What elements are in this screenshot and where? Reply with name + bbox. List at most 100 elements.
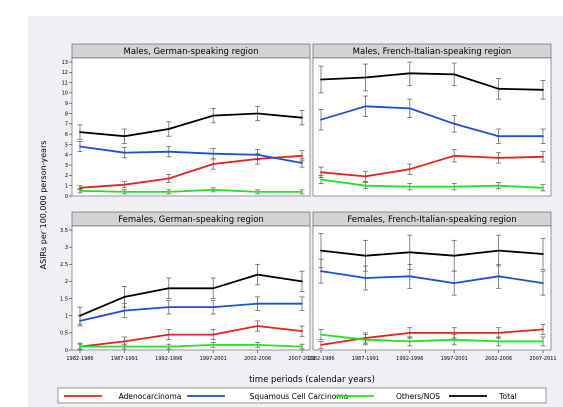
y-tick-label: 12: [62, 70, 68, 76]
data-point: [497, 340, 500, 343]
legend-label: Others/NOS: [396, 392, 440, 401]
plot-area: [312, 225, 552, 351]
series-line-squamous-cell-carcinoma: [320, 105, 543, 138]
data-point: [320, 270, 322, 273]
data-point: [79, 189, 81, 192]
data-point: [79, 345, 81, 348]
x-tick-label: 1997-2001: [200, 356, 227, 362]
data-point: [408, 340, 411, 343]
legend: Adenocarcinoma Squamous Cell Carcinoma Oth…: [57, 387, 547, 404]
series-line-total: [79, 112, 303, 138]
series-line-adenocarcinoma: [320, 154, 544, 178]
data-point: [542, 135, 544, 138]
series-others-nos: [77, 342, 305, 350]
x-tick-label: 2002-2006: [244, 356, 271, 362]
y-tick-label: 10: [62, 91, 68, 97]
y-tick-label: 0: [65, 194, 68, 200]
data-point: [79, 186, 81, 189]
data-point: [167, 177, 170, 180]
data-point: [364, 184, 367, 187]
data-point: [364, 277, 367, 279]
panels: Males, German-speaking region01234567891…: [60, 43, 557, 362]
data-point: [123, 340, 126, 343]
data-point: [364, 175, 367, 178]
data-point: [212, 287, 215, 290]
panel-2: Males, French-Italian-speaking region: [312, 43, 552, 197]
panel-1: Males, German-speaking region01234567891…: [62, 43, 311, 200]
x-tick-label: 1982-1986: [307, 356, 334, 362]
y-tick-label: 2.5: [60, 262, 68, 268]
y-tick-label: 9: [65, 101, 68, 107]
series-adenocarcinoma: [318, 149, 546, 182]
y-tick-label: 0: [65, 348, 68, 354]
y-tick-label: 8: [65, 111, 68, 117]
data-point: [320, 249, 322, 252]
data-point: [79, 131, 81, 133]
panel-3: Females, German-speaking region 0 0.5 1 1.5 2…: [60, 211, 316, 362]
x-tick-label: 1987-1991: [111, 356, 138, 362]
data-point: [167, 345, 170, 348]
data-point: [497, 184, 500, 187]
data-point: [453, 122, 456, 125]
data-point: [301, 154, 303, 157]
legend-item-adenocarcinoma: Adenocarcinoma: [64, 392, 181, 401]
legend-label: Total: [498, 392, 517, 401]
panel-title: Males, German-speaking region: [124, 47, 259, 57]
data-point: [256, 273, 259, 276]
panel-title: Females, German-speaking region: [118, 215, 264, 225]
legend-box: [57, 387, 547, 404]
data-point: [497, 275, 500, 278]
y-tick-label: 5: [65, 142, 68, 148]
data-point: [320, 343, 322, 346]
data-point: [79, 314, 81, 317]
series-adenocarcinoma: [77, 150, 305, 191]
data-point: [123, 183, 126, 186]
data-point: [212, 152, 215, 155]
data-point: [123, 295, 126, 298]
data-point: [453, 331, 456, 334]
data-point: [301, 345, 303, 348]
series-line-total: [320, 249, 544, 257]
y-tick-label: 3: [65, 163, 68, 169]
data-point: [453, 154, 456, 157]
data-point: [167, 287, 170, 290]
data-point: [167, 333, 170, 336]
legend-item-total: Total: [449, 392, 517, 401]
series-line-squamous-cell-carcinoma: [79, 302, 302, 322]
data-point: [79, 145, 81, 148]
data-point: [453, 338, 456, 341]
x-tick-label: 1982-1986: [66, 356, 93, 362]
series-line-others-nos: [79, 188, 302, 193]
x-tick-label: 1997-2001: [441, 356, 468, 362]
data-point: [364, 254, 367, 257]
data-point: [320, 333, 322, 336]
series-total: [77, 105, 305, 144]
data-point: [453, 73, 456, 76]
legend-label: Adenocarcinoma: [119, 392, 182, 401]
legend-item-others-nos: Others/NOS: [336, 392, 440, 401]
data-point: [542, 88, 544, 91]
data-point: [256, 343, 259, 346]
series-others-nos: [318, 175, 546, 192]
x-tick-label: 1987-1991: [352, 356, 379, 362]
data-point: [320, 118, 322, 121]
data-point: [453, 254, 456, 257]
y-tick-label: 2: [65, 173, 68, 179]
data-point: [453, 185, 456, 188]
data-point: [167, 150, 170, 153]
data-point: [256, 325, 259, 327]
data-point: [542, 340, 544, 343]
data-point: [542, 253, 544, 255]
data-point: [256, 112, 259, 115]
data-point: [256, 302, 259, 305]
series-line-adenocarcinoma: [79, 325, 303, 348]
y-tick-label: 2: [65, 279, 68, 285]
series-squamous-cell-carcinoma: [77, 141, 305, 168]
series-squamous-cell-carcinoma: [318, 95, 546, 144]
data-point: [123, 151, 126, 154]
legend-item-squamous-cell-carcinoma: Squamous Cell Carcinoma: [187, 392, 348, 401]
x-tick-label: 2007-2011: [529, 356, 556, 362]
panel-4: Females, French-Italian-speaking region 1…: [307, 211, 557, 362]
